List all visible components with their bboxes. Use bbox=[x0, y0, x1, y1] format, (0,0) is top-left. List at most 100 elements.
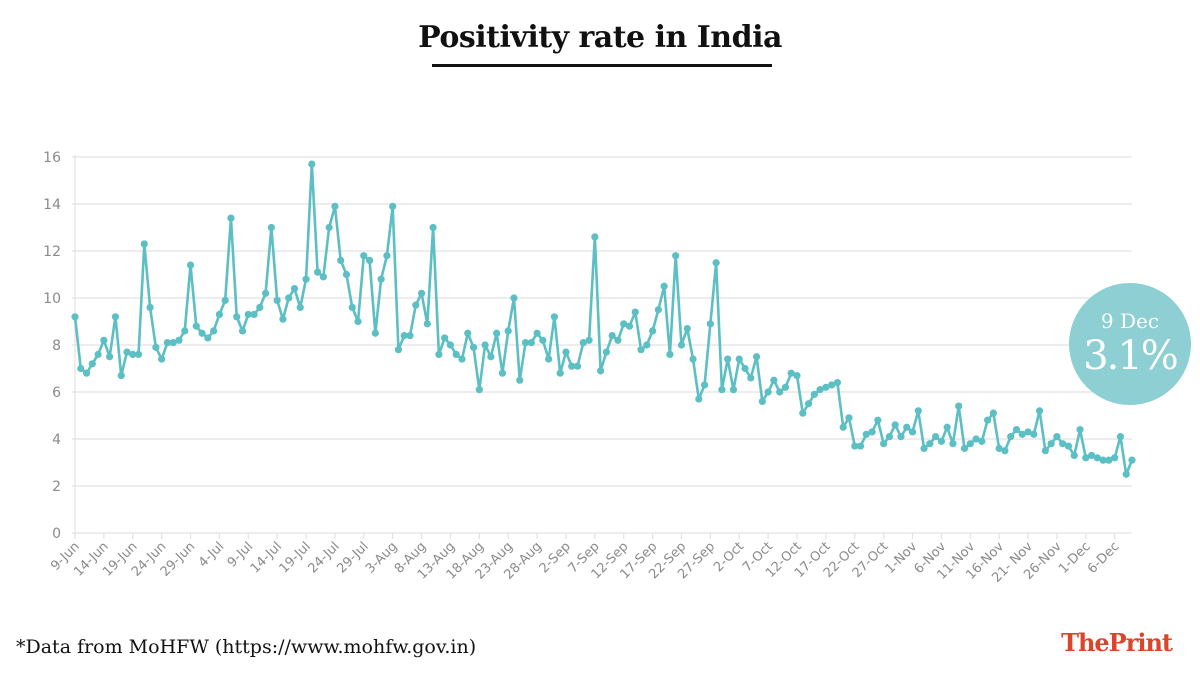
data-point bbox=[695, 395, 703, 403]
data-point bbox=[400, 332, 408, 340]
chart-title: Positivity rate in India bbox=[418, 20, 782, 55]
y-tick-label: 12 bbox=[43, 244, 61, 260]
data-point bbox=[868, 428, 876, 436]
data-point bbox=[672, 252, 680, 260]
data-point bbox=[1041, 447, 1049, 455]
x-axis: 9-Jun14-Jun19-Jun24-Jun29-Jun4-Jul9-Jul1… bbox=[48, 533, 1123, 586]
data-point bbox=[539, 336, 547, 344]
data-point bbox=[285, 294, 293, 302]
source-footnote: *Data from MoHFW (https://www.mohfw.gov.… bbox=[16, 636, 477, 658]
data-point bbox=[758, 397, 766, 405]
data-point bbox=[960, 444, 969, 452]
data-point bbox=[683, 324, 691, 333]
data-point bbox=[267, 223, 275, 232]
data-point bbox=[1007, 433, 1015, 441]
data-point bbox=[481, 341, 489, 349]
data-point bbox=[920, 444, 928, 452]
data-point bbox=[487, 353, 495, 361]
data-point bbox=[735, 355, 743, 363]
data-point bbox=[637, 346, 645, 354]
data-point bbox=[724, 355, 732, 363]
x-tick-label: 1-Dec bbox=[1056, 539, 1094, 577]
data-point bbox=[793, 371, 801, 380]
data-point bbox=[192, 322, 200, 330]
data-point bbox=[926, 440, 934, 448]
data-point bbox=[989, 409, 997, 417]
data-point bbox=[469, 343, 478, 351]
x-tick-label: 2-Sep bbox=[537, 539, 574, 576]
data-point bbox=[862, 430, 870, 438]
gridlines bbox=[72, 155, 1132, 539]
data-point bbox=[365, 256, 374, 264]
data-point bbox=[1018, 430, 1026, 438]
data-point bbox=[1001, 447, 1009, 455]
data-point bbox=[1024, 428, 1032, 436]
data-point bbox=[804, 400, 813, 408]
data-point bbox=[1076, 426, 1084, 434]
x-tick-label: 19-Jul bbox=[277, 539, 314, 576]
data-point bbox=[475, 386, 483, 394]
data-point bbox=[833, 379, 842, 387]
data-point bbox=[562, 348, 570, 356]
line-chart: 0 2 4 6 8 10 12 14 16 9-Jun14-Jun19-Jun24-Jun29-… bbox=[43, 150, 1136, 586]
y-tick-label: 6 bbox=[52, 385, 61, 401]
x-tick-label: 2-Oct bbox=[711, 539, 747, 575]
data-point bbox=[706, 320, 714, 328]
data-point bbox=[1122, 470, 1130, 478]
data-point bbox=[822, 383, 830, 391]
data-point bbox=[152, 343, 160, 351]
data-point bbox=[493, 329, 501, 337]
data-point bbox=[787, 369, 795, 377]
data-point bbox=[1128, 456, 1136, 464]
data-point bbox=[215, 310, 223, 319]
data-point bbox=[880, 440, 888, 448]
y-tick-label: 4 bbox=[52, 432, 61, 448]
data-point bbox=[1105, 456, 1113, 464]
data-point bbox=[631, 308, 639, 316]
data-point bbox=[591, 233, 599, 241]
data-point bbox=[71, 313, 79, 321]
data-point bbox=[828, 381, 836, 389]
data-point bbox=[279, 315, 287, 323]
data-point bbox=[227, 214, 235, 222]
data-point bbox=[903, 423, 911, 431]
data-point bbox=[354, 317, 362, 326]
data-point bbox=[914, 407, 922, 415]
data-point bbox=[597, 367, 605, 375]
data-point bbox=[175, 336, 183, 344]
data-point bbox=[210, 327, 218, 335]
data-point bbox=[435, 350, 443, 358]
data-point bbox=[163, 339, 172, 347]
data-point bbox=[117, 371, 125, 380]
data-point bbox=[776, 388, 784, 396]
latest-value-badge: 9 Dec 3.1% bbox=[1069, 283, 1191, 405]
data-point bbox=[406, 332, 414, 340]
data-point bbox=[186, 261, 195, 269]
data-point bbox=[510, 294, 518, 302]
badge-date: 9 Dec bbox=[1100, 309, 1160, 333]
y-tick-label: 10 bbox=[43, 291, 61, 307]
data-point bbox=[845, 414, 853, 422]
x-tick-label: 4-Jul bbox=[196, 539, 227, 570]
data-point bbox=[978, 437, 986, 445]
data-point bbox=[625, 322, 634, 330]
data-point bbox=[169, 339, 177, 347]
data-point bbox=[660, 282, 668, 290]
data-point bbox=[1012, 426, 1021, 434]
data-point bbox=[371, 329, 379, 337]
data-point bbox=[498, 369, 507, 377]
data-point bbox=[949, 440, 957, 448]
x-tick-label: 1-Nov bbox=[883, 539, 921, 577]
data-point bbox=[221, 296, 229, 304]
data-point bbox=[533, 329, 541, 337]
data-point bbox=[527, 339, 535, 347]
data-point bbox=[377, 275, 385, 283]
data-point bbox=[331, 202, 339, 210]
data-point bbox=[712, 259, 720, 267]
data-point bbox=[556, 369, 564, 377]
data-point bbox=[198, 329, 206, 337]
data-point bbox=[383, 252, 391, 260]
data-point bbox=[874, 416, 882, 424]
data-point bbox=[908, 428, 917, 436]
data-point bbox=[458, 355, 466, 363]
